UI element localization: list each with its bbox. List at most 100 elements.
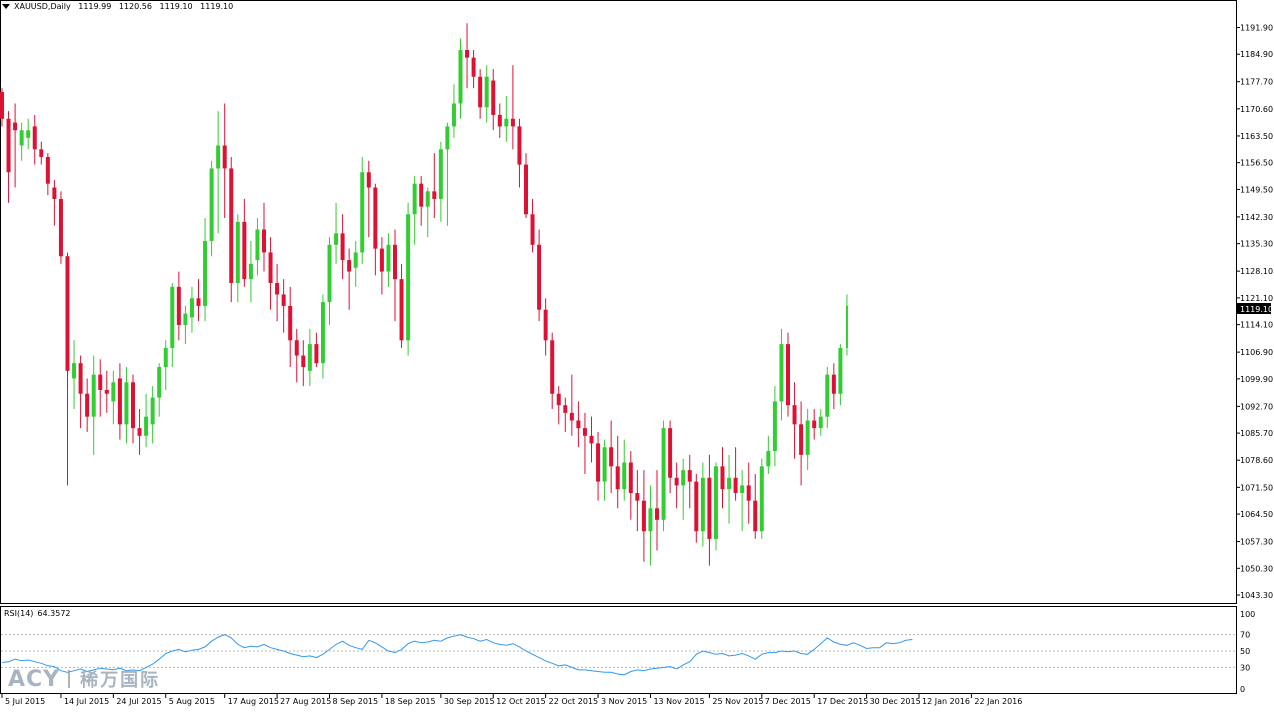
candle-body xyxy=(445,126,450,150)
bear-candle xyxy=(6,111,11,203)
bear-candle xyxy=(262,202,266,272)
bear-candle xyxy=(432,153,437,219)
current-price-tag: 1119.10 xyxy=(1237,303,1273,314)
time-tick-label: 8 Sep 2015 xyxy=(333,697,379,706)
candle-body xyxy=(792,405,797,425)
bear-candle xyxy=(78,355,83,429)
bull-candle xyxy=(504,95,509,142)
bull-candle xyxy=(458,38,463,119)
candle-body xyxy=(307,344,312,371)
candle-body xyxy=(759,466,764,532)
bull-candle xyxy=(838,344,843,406)
bull-candle xyxy=(235,214,240,303)
bull-candle xyxy=(163,340,168,390)
candle-body xyxy=(550,340,555,394)
time-tick-label: 25 Nov 2015 xyxy=(712,697,763,706)
bear-candle xyxy=(491,69,496,131)
bull-candle xyxy=(713,462,718,551)
candle-body xyxy=(360,172,365,253)
candle-body xyxy=(524,164,528,215)
bear-candle xyxy=(301,340,306,387)
candle-body xyxy=(825,374,830,417)
rsi-tick-label: 70 xyxy=(1240,631,1250,640)
bear-candle xyxy=(471,50,476,89)
bear-candle xyxy=(537,229,542,322)
bull-candle xyxy=(700,462,705,547)
candle-body xyxy=(78,363,83,394)
candle-body xyxy=(216,145,221,169)
candle-body xyxy=(484,76,489,108)
time-tick-label: 17 Dec 2015 xyxy=(817,697,868,706)
candle-body xyxy=(635,493,640,501)
price-pane[interactable] xyxy=(0,0,1237,604)
candle-body xyxy=(655,508,659,520)
bear-candle xyxy=(39,141,44,165)
rsi-header: RSI(14) 64.3572 xyxy=(4,609,75,618)
candle-body xyxy=(471,57,476,77)
bear-candle xyxy=(176,271,181,341)
candle-body xyxy=(222,145,227,169)
candle-body xyxy=(144,416,149,436)
bull-candle xyxy=(759,458,764,539)
bear-candle xyxy=(373,183,378,276)
bull-candle xyxy=(727,454,732,524)
candle-body xyxy=(13,122,18,131)
candle-body xyxy=(203,240,208,306)
rsi-pane[interactable] xyxy=(0,606,1237,694)
candle-body xyxy=(327,244,332,303)
bear-candle xyxy=(609,420,614,494)
bull-candle xyxy=(772,386,777,467)
candle-body xyxy=(32,126,37,150)
collapse-arrow-icon[interactable] xyxy=(2,4,10,9)
candle-body xyxy=(58,198,63,257)
price-tick-label: 1050.30 xyxy=(1240,564,1273,573)
candle-body xyxy=(235,221,240,283)
candle-body xyxy=(818,416,823,429)
bear-candle xyxy=(58,191,63,264)
candle-body xyxy=(209,168,214,241)
candle-body xyxy=(504,118,509,127)
bear-candle xyxy=(366,160,371,238)
candle-body xyxy=(150,397,155,425)
bear-candle xyxy=(137,409,142,455)
bear-candle xyxy=(615,435,620,509)
candle-body xyxy=(406,214,411,341)
bear-candle xyxy=(799,401,804,486)
bear-candle xyxy=(393,229,397,322)
bull-candle xyxy=(91,355,96,455)
candle-body xyxy=(772,401,777,452)
price-tick-label: 1163.50 xyxy=(1240,132,1273,141)
time-tick-label: 3 Nov 2015 xyxy=(601,697,647,706)
bull-candle xyxy=(438,141,443,222)
rsi-tick-label: 30 xyxy=(1240,663,1250,672)
bear-candle xyxy=(65,252,70,486)
candle-body xyxy=(700,477,705,532)
bear-candle xyxy=(13,103,18,188)
bull-candle xyxy=(150,386,155,444)
time-tick-label: 30 Dec 2015 xyxy=(870,697,921,706)
bear-candle xyxy=(517,118,522,188)
bull-candle xyxy=(111,370,116,425)
candle-body xyxy=(641,500,646,532)
candle-body xyxy=(419,183,424,207)
time-tick-label: 12 Oct 2015 xyxy=(496,697,545,706)
time-tick-label: 24 Jul 2015 xyxy=(116,697,161,706)
candle-body xyxy=(668,428,673,478)
candle-body xyxy=(399,279,404,341)
price-axis: 1191.90 1184.90 1177.70 1170.60 1163.50 1156.… xyxy=(1236,23,1273,600)
candle-body xyxy=(596,443,601,482)
bear-candle xyxy=(294,328,299,383)
price-tick-label: 1099.90 xyxy=(1240,375,1273,384)
bull-candle xyxy=(353,240,358,287)
time-tick-label: 12 Jan 2016 xyxy=(922,697,970,706)
price-tick-label: 1156.50 xyxy=(1240,159,1273,168)
bull-candle xyxy=(740,470,745,532)
bear-candle xyxy=(530,198,535,253)
bull-candle xyxy=(327,237,332,326)
candle-body xyxy=(26,130,31,138)
time-axis: 5 Jul 2015 14 Jul 2015 24 Jul 2015 5 Aug 20… xyxy=(1,694,1022,706)
time-tick-label: 30 Sep 2015 xyxy=(444,697,495,706)
bear-candle xyxy=(32,114,37,165)
